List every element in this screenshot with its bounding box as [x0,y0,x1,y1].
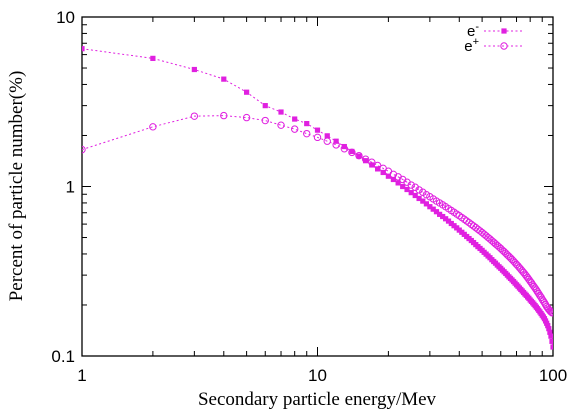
electron-point [362,158,369,164]
electron-point [191,66,197,73]
positron-point [332,141,340,149]
x-tick-label: 1 [77,366,86,385]
positron-point [313,133,322,142]
electron-point [451,223,457,229]
electron-point [150,55,156,61]
electron-point [423,201,429,207]
electron-point [440,213,446,220]
legend-label-positron: e+ [464,36,479,55]
electron-point [546,326,552,332]
positron-point [540,299,549,307]
electron-point [262,103,268,109]
positron-point [361,155,370,163]
series-line-positron [82,115,553,314]
positron-point [355,151,363,160]
positron-point [290,125,299,133]
positron-point [533,288,542,296]
positron-point [149,123,157,131]
positron-point [549,309,553,317]
electron-point [304,121,310,127]
electron-point [448,220,454,227]
positron-point [415,186,423,194]
electron-point [550,344,553,350]
legend-square-marker [501,28,507,34]
legend: e-e+ [464,21,524,55]
electron-point [545,323,551,329]
electron-point [221,76,227,82]
electron-point [395,180,401,186]
electron-point [548,333,553,339]
series-line-electron [82,48,553,348]
electron-point [314,127,321,133]
electron-point [380,169,386,176]
electron-point [445,218,452,224]
electron-point [404,186,410,193]
electron-point [82,46,85,52]
positron-point [220,111,228,120]
electron-point [420,198,426,204]
positron-point [536,291,544,300]
positron-point [348,148,356,157]
electron-point [443,216,449,222]
electron-point [412,192,418,199]
data-layer [82,46,553,350]
positron-point [407,181,415,189]
electron-point [547,329,553,335]
positron-point [323,137,331,145]
positron-point [476,227,484,235]
x-tick-label: 10 [308,366,327,385]
positron-point [277,121,285,129]
electron-point [437,211,443,217]
electron-point [292,116,298,122]
electron-point [349,148,355,155]
y-tick-label: 1 [66,178,75,197]
electron-point [430,206,436,212]
electron-point [416,195,422,202]
positron-point [190,112,199,120]
electron-point [427,204,433,210]
positron-point [411,183,419,191]
y-tick-label: 10 [56,8,75,27]
positron-point [527,279,536,287]
electron-point [400,183,406,190]
positron-point [532,286,541,294]
positron-point [368,158,376,166]
positron-point [340,145,349,153]
x-tick-label: 100 [539,366,567,385]
electron-point [278,109,284,115]
positron-point [82,145,86,154]
electron-point [408,190,414,196]
electron-point [433,209,440,215]
plot-frame [81,16,554,357]
x-axis-label: Secondary particle energy/Mev [198,389,437,410]
electron-point [369,162,375,168]
positron-point [261,116,269,125]
positron-point [242,113,251,122]
positron-point [303,129,311,138]
y-tick-label: 0.1 [51,347,75,366]
electron-point [385,173,391,179]
electron-point [390,176,396,183]
electron-point [244,89,250,95]
positron-point [460,215,468,223]
electron-point [324,133,330,139]
legend-circle-marker [500,42,508,50]
electron-point [341,143,347,150]
positron-point [539,297,548,305]
electron-point [549,338,553,344]
y-axis-label: Percent of particle number(%) [6,71,27,302]
